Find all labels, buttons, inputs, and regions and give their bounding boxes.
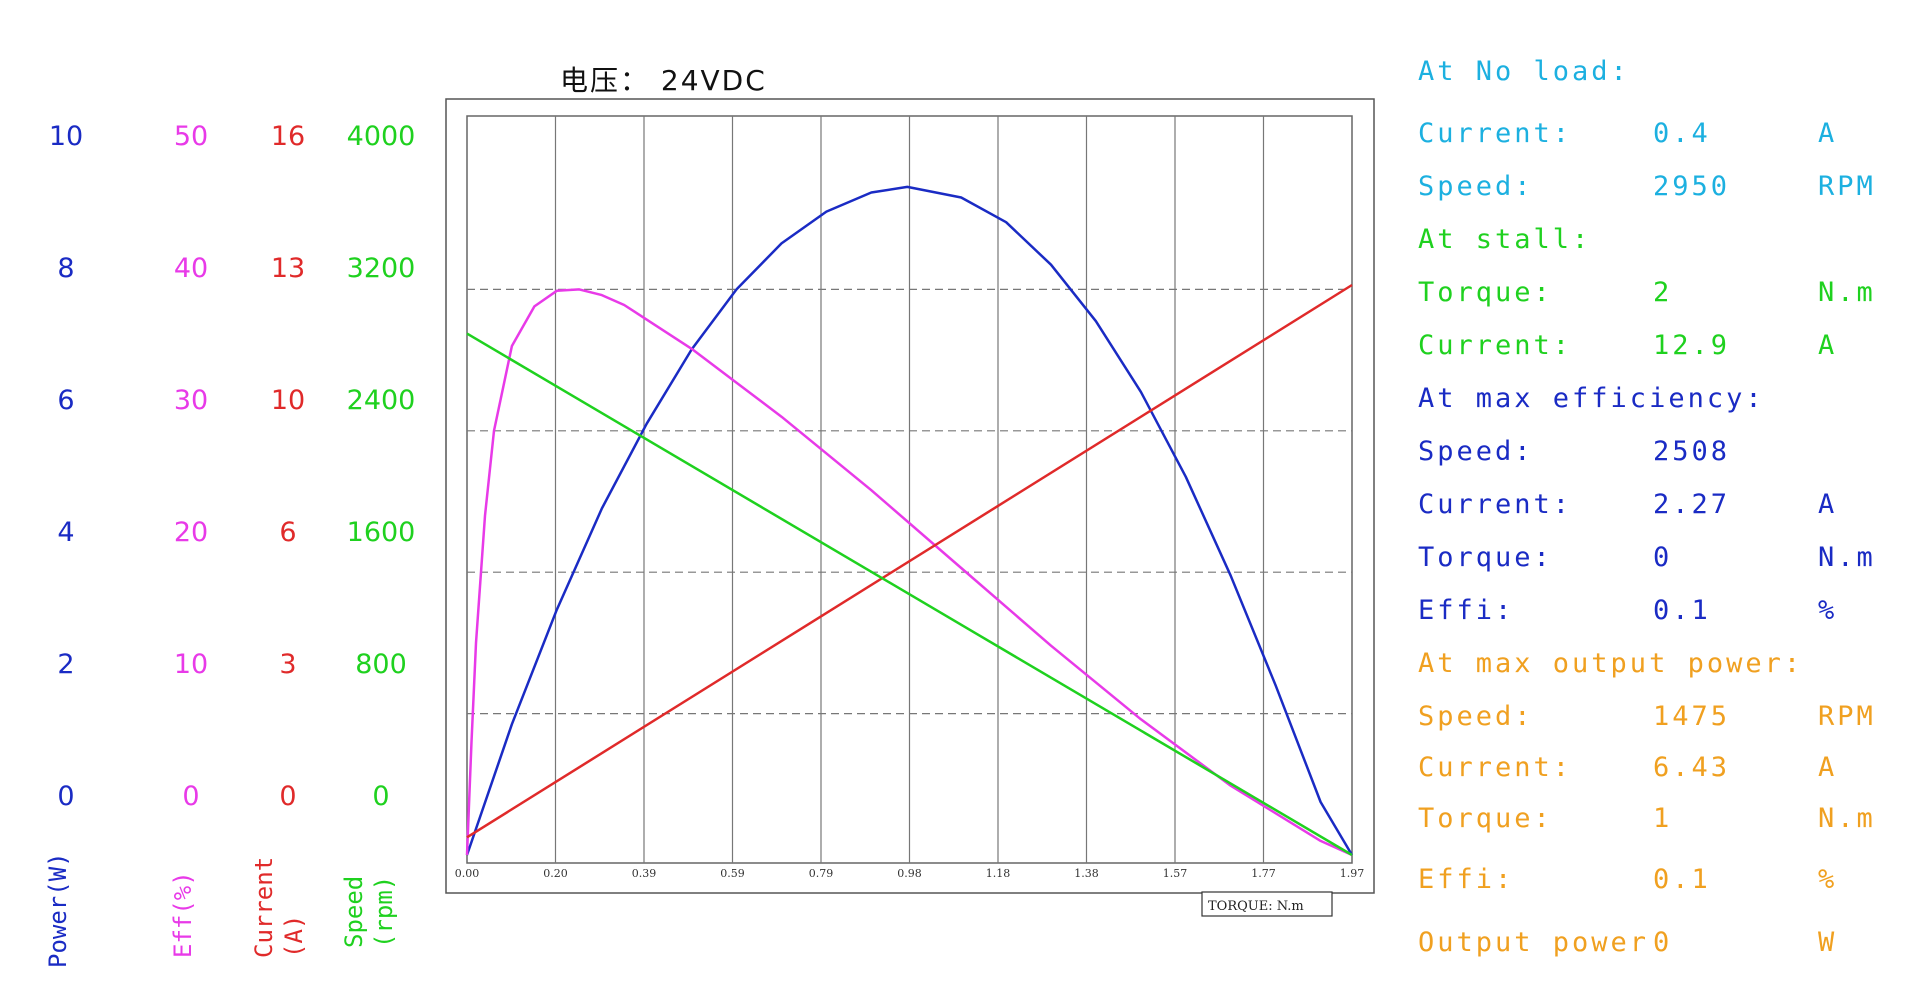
y-tick-label: 1600: [347, 517, 416, 548]
y-tick-label: 0: [182, 781, 199, 812]
x-tick-label: 1.38: [1074, 867, 1099, 880]
y-axis-title-line: Current: [250, 857, 278, 958]
x-tick-label: 0.39: [632, 867, 657, 880]
x-tick-label: 0.59: [720, 867, 745, 880]
y-axis-title: Power(W): [44, 852, 72, 968]
x-tick-label: 0.79: [809, 867, 834, 880]
y-tick-label: 20: [174, 517, 208, 548]
y-tick-label: 0: [372, 781, 389, 812]
series-line-speed-rpm: [466, 332, 1353, 857]
y-tick-label: 40: [174, 253, 208, 284]
y-axis-title-line: (A): [280, 915, 308, 958]
y-axis-title: Current (A): [250, 857, 308, 958]
y-tick-label: 10: [49, 121, 83, 152]
y-tick-label: 13: [271, 253, 305, 284]
y-tick-label: 6: [279, 517, 296, 548]
y-tick-label: 2400: [347, 385, 416, 416]
y-axis-title-line: Eff(%): [169, 871, 197, 958]
y-tick-label: 16: [271, 121, 305, 152]
y-tick-label: 3: [279, 649, 296, 680]
x-tick-labels: 0.00 0.20 0.39 0.59 0.79 0.98 1.18 1.38 1.57 1.77…: [455, 867, 1365, 880]
x-tick-label: 0.98: [897, 867, 922, 880]
y-tick-label: 4: [57, 517, 74, 548]
x-tick-label: 1.18: [986, 867, 1011, 880]
y-tick-label: 800: [355, 649, 407, 680]
y-tick-label: 2: [57, 649, 74, 680]
x-tick-label: 1.97: [1340, 867, 1365, 880]
x-tick-label: 1.57: [1163, 867, 1188, 880]
y-tick-label: 8: [57, 253, 74, 284]
y-tick-label: 0: [279, 781, 296, 812]
x-axis-label-box: [1201, 891, 1333, 917]
y-tick-label: 3200: [347, 253, 416, 284]
y-axis-titles: Power(W) Eff(%) Current (A) Speed (rpm): [44, 852, 398, 968]
y-tick-label: 10: [174, 649, 208, 680]
x-tick-label: 1.77: [1251, 867, 1276, 880]
x-tick-label: 0.00: [455, 867, 480, 880]
y-tick-label: 0: [57, 781, 74, 812]
series-lines: [465, 185, 1354, 857]
y-axis-title-line: Speed: [340, 876, 368, 948]
y-tick-label: 50: [174, 121, 208, 152]
y-axis-title: Speed (rpm): [340, 876, 398, 948]
series-line-current-a: [466, 283, 1353, 839]
x-tick-label: 0.20: [543, 867, 568, 880]
y-tick-label: 10: [271, 385, 305, 416]
series-line-eff: [465, 288, 1353, 857]
y-tick-label: 6: [57, 385, 74, 416]
chart-title: 电压： 24VDC: [560, 64, 767, 97]
y-tick-label: 4000: [347, 121, 416, 152]
y-axis-title: Eff(%): [169, 871, 197, 958]
y-axis-title-line: Power(W): [44, 852, 72, 968]
y-axis-title-line: (rpm): [370, 876, 398, 948]
y-tick-label: 30: [174, 385, 208, 416]
y-tick-labels: 0 2 4 6 8 10 0 10 20 30 40 50 0 3 6 10 13 16 0 800 1600 2400 3…: [49, 121, 416, 812]
x-axis-label: TORQUE: N.m: [1208, 899, 1304, 914]
series-line-power-w: [465, 185, 1354, 856]
